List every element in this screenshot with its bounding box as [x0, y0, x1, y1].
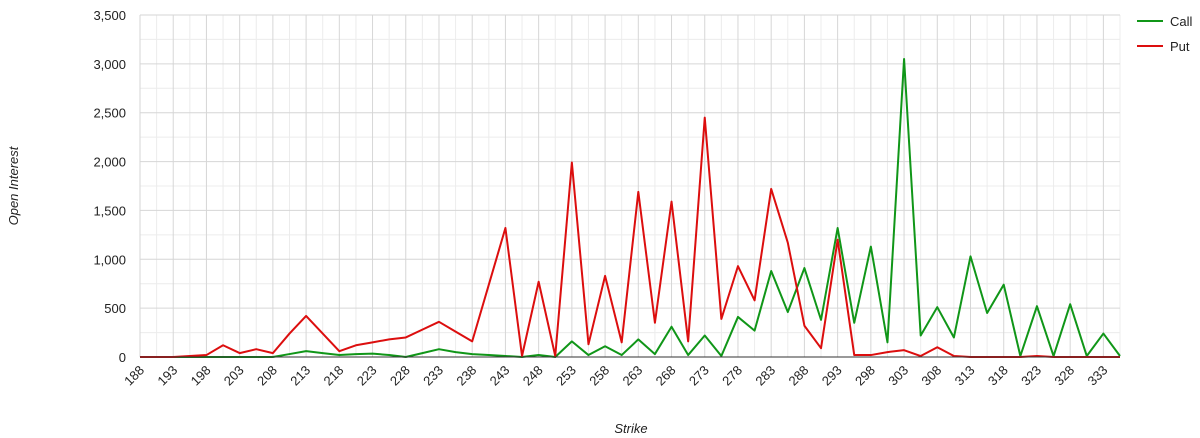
x-tick-label: 288 [786, 363, 812, 389]
x-tick-label: 323 [1018, 363, 1044, 389]
y-axis-tick-labels: 0 500 1,000 1,500 2,000 2,500 3,000 3,500 [93, 8, 126, 365]
y-axis-title: Open Interest [6, 145, 21, 225]
x-tick-label: 328 [1051, 363, 1077, 389]
x-tick-label: 333 [1085, 363, 1111, 389]
y-tick-label: 0 [119, 350, 126, 365]
x-tick-label: 208 [254, 363, 280, 389]
y-tick-label: 500 [104, 301, 126, 316]
y-tick-label: 3,000 [93, 57, 126, 72]
legend-label-call[interactable]: Call [1170, 14, 1193, 29]
x-tick-label: 198 [188, 363, 214, 389]
x-tick-label: 278 [719, 363, 745, 389]
y-tick-label: 1,500 [93, 203, 126, 218]
x-tick-label: 203 [221, 363, 247, 389]
x-axis-title: Strike [614, 421, 647, 436]
x-tick-label: 308 [918, 363, 944, 389]
x-tick-label: 248 [520, 363, 546, 389]
legend-label-put[interactable]: Put [1170, 39, 1190, 54]
x-tick-label: 193 [154, 363, 180, 389]
x-tick-label: 233 [420, 363, 446, 389]
y-tick-label: 1,000 [93, 252, 126, 267]
x-tick-label: 293 [819, 363, 845, 389]
x-tick-label: 273 [686, 363, 712, 389]
series-line-put [140, 116, 1120, 358]
legend[interactable]: Call Put [1137, 14, 1193, 54]
minor-gridlines [140, 15, 1121, 357]
x-tick-label: 243 [487, 363, 513, 389]
x-tick-label: 268 [653, 363, 679, 389]
y-tick-label: 2,000 [93, 155, 126, 170]
x-tick-label: 218 [320, 363, 346, 389]
x-tick-label: 298 [852, 363, 878, 389]
x-tick-label: 238 [453, 363, 479, 389]
series-lines [140, 57, 1121, 358]
x-tick-label: 213 [287, 363, 313, 389]
x-tick-label: 263 [619, 363, 645, 389]
x-tick-label: 283 [752, 363, 778, 389]
x-tick-label: 223 [354, 363, 380, 389]
x-axis-tick-labels: 188 193 198 203 208 213 218 223 228 233 238 243 248 2… [121, 363, 1110, 389]
y-tick-label: 3,500 [93, 8, 126, 23]
series-line-call [140, 57, 1121, 358]
x-tick-label: 253 [553, 363, 579, 389]
x-tick-label: 228 [387, 363, 413, 389]
x-tick-label: 258 [586, 363, 612, 389]
x-tick-label: 318 [985, 363, 1011, 389]
y-tick-label: 2,500 [93, 106, 126, 121]
x-tick-label: 313 [952, 363, 978, 389]
x-tick-label: 303 [885, 363, 911, 389]
x-tick-label: 188 [121, 363, 147, 389]
